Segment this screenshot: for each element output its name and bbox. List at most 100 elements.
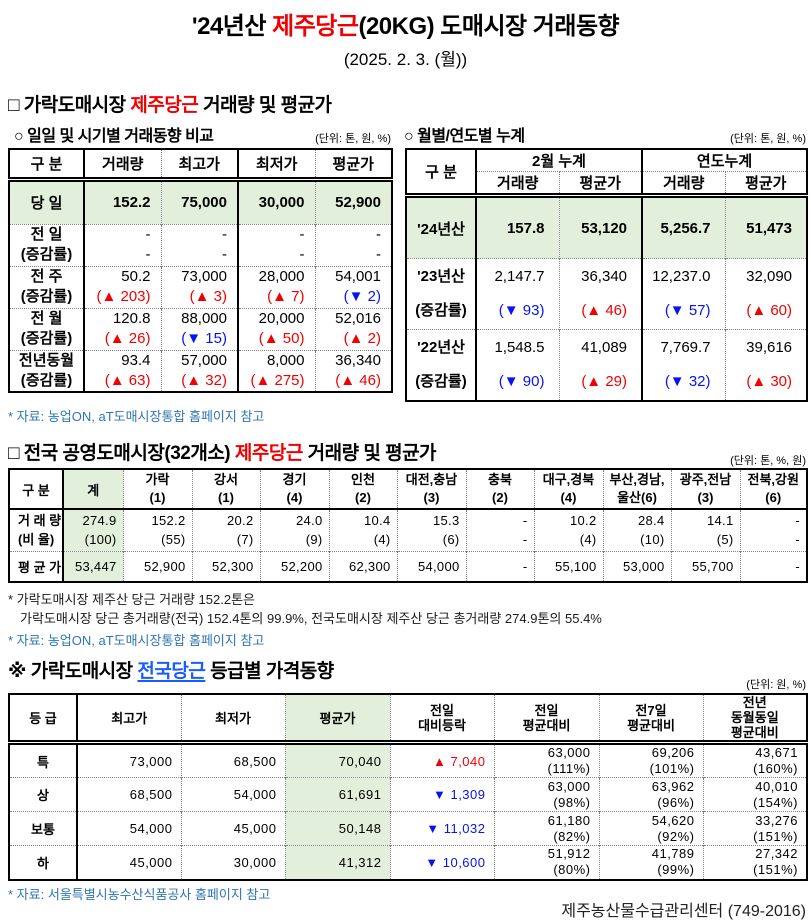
- value-cell: 61,691: [285, 777, 391, 812]
- column-header: 등 급: [9, 694, 78, 745]
- market-name: 대전,충남: [405, 472, 458, 487]
- row-label: 하: [9, 845, 78, 880]
- column-header: 대전,충남 (3): [397, 469, 467, 510]
- value-line: (96%): [657, 794, 695, 810]
- section3-heading: ※ 가락도매시장 전국당근 등급별 가격동향: [8, 656, 334, 683]
- row-label: 전 일 (증감률): [9, 223, 85, 266]
- value-line: (111%): [547, 761, 591, 776]
- value-cell: 53,120: [559, 195, 644, 259]
- section3-unit: (단위: 원, %): [746, 679, 806, 691]
- value-line: 274.9: [82, 513, 117, 529]
- value-line: 63,000: [547, 778, 591, 794]
- market-name: 광주,전남: [679, 472, 732, 487]
- section1-heading-accent: 제주당근: [130, 95, 199, 116]
- value-cell: -: [740, 550, 807, 582]
- column-header: 전7일 평균대비: [599, 694, 704, 745]
- value-line: 10.2: [569, 513, 597, 529]
- market-count: (2): [492, 490, 508, 505]
- value-line: (10): [640, 532, 665, 548]
- table-row: 전년동월 (증감률) 93.4 (▲ 63) 57,000 (▲ 32) 8,000 (…: [9, 349, 392, 392]
- column-header: 인천 (2): [329, 469, 398, 510]
- value-cell: 274.9 (100): [63, 509, 124, 551]
- row-label: 전 월 (증감률): [9, 307, 85, 350]
- value-cell: 54,000: [181, 777, 286, 812]
- value-line: (80%): [553, 862, 591, 878]
- column-header: 전일 평균대비: [494, 694, 600, 745]
- delta-value: (▲ 26): [104, 330, 151, 347]
- value-line: -: [145, 226, 151, 243]
- value-cell: 93.4 (▲ 63): [84, 349, 162, 392]
- value-cell: 54,001 (▼ 2): [315, 265, 392, 308]
- value-line: 57,000: [181, 351, 227, 369]
- value-line: 20.2: [226, 513, 254, 529]
- row-label-line: 전 주: [30, 268, 63, 285]
- header-line: 전일: [534, 702, 559, 718]
- table-row: 상 68,500 54,000 61,691 ▼ 1,309 63,000 (98…: [9, 777, 807, 812]
- page-title-prefix: '24년산: [191, 13, 273, 40]
- market-count: (3): [423, 490, 440, 505]
- row-label: 거 래 량 (비 율): [9, 509, 64, 551]
- row-label-sub: (증감률): [20, 288, 73, 305]
- column-header: 부산,경남, 울산(6): [603, 469, 672, 510]
- value-cell: 55,700: [671, 550, 741, 582]
- value-cell: 51,473: [746, 219, 793, 237]
- section3-heading-suffix: 등급별 가격동향: [205, 661, 334, 682]
- delta-value: (▼ 2): [343, 288, 381, 305]
- value-line: (154%): [753, 794, 798, 810]
- value-cell: 152.2 (55): [123, 509, 193, 551]
- value-cell: 69,206 (101%): [599, 742, 704, 778]
- value-cell: 15.3 (6): [397, 509, 467, 551]
- column-header: 평균가: [725, 171, 808, 198]
- value-cell: 43,671 (160%): [703, 743, 807, 778]
- row-label-line: 거 래 량: [18, 513, 62, 529]
- delta-value: ▼ 1,309: [390, 777, 495, 812]
- value-cell: 54,000: [77, 811, 182, 846]
- value-cell: 40,010 (154%): [703, 777, 807, 812]
- section3-heading-accent: 전국당근: [137, 661, 206, 682]
- value-line: (99%): [657, 862, 695, 878]
- value-line: (98%): [553, 794, 591, 810]
- column-group-header: 연도누계: [642, 149, 808, 172]
- delta-value: (▲ 50): [258, 330, 305, 347]
- market-count: (3): [697, 490, 714, 505]
- market-name: 전북,강원: [747, 472, 799, 487]
- header-line: 동월동일: [730, 710, 779, 725]
- row-label: 특: [9, 742, 78, 778]
- column-header: 거래량: [84, 149, 162, 182]
- value-line: 15.3: [432, 513, 460, 529]
- value-cell: --: [238, 223, 316, 266]
- delta-value: (▲ 29): [581, 372, 628, 390]
- value-cell: 52,900: [335, 194, 381, 211]
- row-label-sub: (증감률): [415, 372, 467, 390]
- value-cell: 51,912 (80%): [494, 845, 600, 880]
- header-line: 전일: [430, 702, 454, 718]
- header-row: 구 분 계 가락 (1) 강서 (1) 경기 (4) 인천 (2) 대전,충남 (3) 충…: [9, 469, 807, 510]
- value-cell: 68,500: [77, 777, 182, 812]
- value-cell: 157.8: [476, 195, 560, 259]
- value-line: (101%): [649, 761, 695, 776]
- page-title: '24년산 제주당근(20KG) 도매시장 거래동향: [0, 6, 811, 41]
- value-line: (7): [236, 532, 254, 548]
- value-line: 33,276: [755, 812, 798, 828]
- value-cell: 73,000: [77, 742, 182, 778]
- value-line: 73,000: [181, 268, 227, 285]
- value-line: 120.8: [112, 310, 151, 327]
- value-line: 63,000: [547, 745, 591, 760]
- row-label-sub: (비 율): [18, 532, 55, 548]
- value-line: -: [522, 532, 528, 548]
- column-header: 평균가: [559, 171, 644, 198]
- value-line: 8,000: [266, 351, 305, 369]
- value-line: -: [795, 532, 800, 548]
- date-line: (2025. 2. 3. (월)): [343, 50, 468, 69]
- value-line: 36,340: [335, 351, 381, 369]
- value-cell: 73,000 (▲ 3): [161, 265, 239, 308]
- grade-price-table: 등 급 최고가 최저가 평균가 전일 대비등락 전일 평균대비 전7일 평균대비 전년…: [8, 693, 808, 881]
- value-cell: 75,000: [161, 179, 239, 224]
- delta-value: (▲ 275): [250, 371, 305, 389]
- row-label-sub: (증감률): [20, 246, 73, 263]
- value-line: 24.0: [295, 513, 323, 529]
- value-cell: 50,148: [285, 811, 391, 846]
- value-cell: 53,000: [603, 550, 672, 582]
- header-row: 구 분 거래량 최고가 최저가 평균가: [9, 149, 392, 182]
- delta-value: (▲ 203): [96, 288, 151, 305]
